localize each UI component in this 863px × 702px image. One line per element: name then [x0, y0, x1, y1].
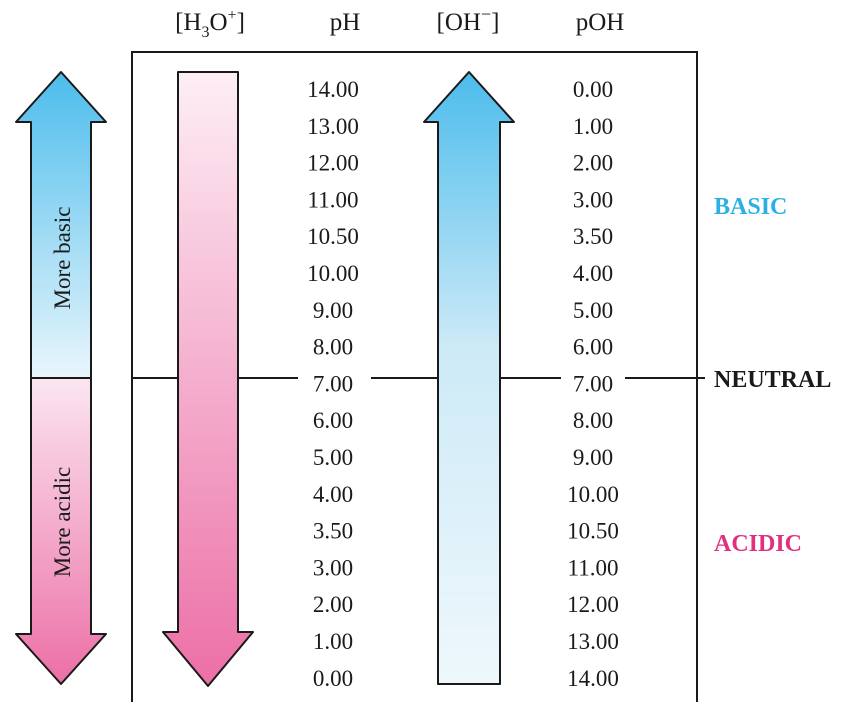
- poh-value: 10.50: [567, 519, 619, 544]
- ph-value: 5.00: [313, 445, 353, 470]
- more-basic-label: More basic: [50, 207, 75, 310]
- ph-value: 12.00: [307, 151, 359, 176]
- more-acidic-arrow: [15, 377, 107, 685]
- poh-value: 14.00: [567, 666, 619, 691]
- poh-value: 4.00: [573, 261, 613, 286]
- poh-value: 9.00: [573, 445, 613, 470]
- ph-value: 11.00: [308, 187, 359, 212]
- ph-value: 14.00: [307, 77, 359, 102]
- poh-values: 0.00 1.00 2.00 3.00 3.50 4.00 5.00 6.00 7.00 8.00…: [567, 77, 619, 691]
- oh-concentration-arrow: [423, 71, 515, 685]
- poh-value: 1.00: [573, 114, 613, 139]
- ph-value: 3.00: [313, 555, 353, 580]
- poh-header: pOH: [576, 9, 625, 36]
- ph-value: 0.00: [313, 666, 353, 691]
- ph-value: 4.00: [313, 482, 353, 507]
- ph-value: 9.00: [313, 298, 353, 323]
- more-acidic-label: More acidic: [50, 467, 75, 577]
- ph-value: 10.50: [307, 224, 359, 249]
- ph-value: 6.00: [313, 408, 353, 433]
- poh-value: 12.00: [567, 592, 619, 617]
- acidic-label: ACIDIC: [714, 531, 802, 557]
- ph-value: 2.00: [313, 592, 353, 617]
- poh-value: 6.00: [573, 335, 613, 360]
- poh-value: 10.00: [567, 482, 619, 507]
- oh-header: [OH−]: [437, 4, 500, 36]
- basic-label: BASIC: [714, 194, 787, 220]
- poh-value: 11.00: [568, 555, 619, 580]
- h3o-header: [H3O+]: [175, 7, 245, 41]
- ph-header: pH: [330, 9, 361, 36]
- ph-value: 3.50: [313, 519, 353, 544]
- ph-value: 8.00: [313, 335, 353, 360]
- poh-value: 3.00: [573, 187, 613, 212]
- ph-value: 1.00: [313, 629, 353, 654]
- ph-value: 7.00: [313, 371, 353, 396]
- poh-value: 3.50: [573, 224, 613, 249]
- poh-value: 8.00: [573, 408, 613, 433]
- poh-value: 7.00: [573, 371, 613, 396]
- ph-values: 14.00 13.00 12.00 11.00 10.50 10.00 9.00 8.00 7.…: [307, 77, 359, 691]
- poh-value: 5.00: [573, 298, 613, 323]
- neutral-label: NEUTRAL: [714, 367, 831, 393]
- ph-value: 13.00: [307, 114, 359, 139]
- poh-value: 2.00: [573, 151, 613, 176]
- poh-value: 0.00: [573, 77, 613, 102]
- ph-value: 10.00: [307, 261, 359, 286]
- poh-value: 13.00: [567, 629, 619, 654]
- h3o-concentration-arrow: [162, 71, 254, 687]
